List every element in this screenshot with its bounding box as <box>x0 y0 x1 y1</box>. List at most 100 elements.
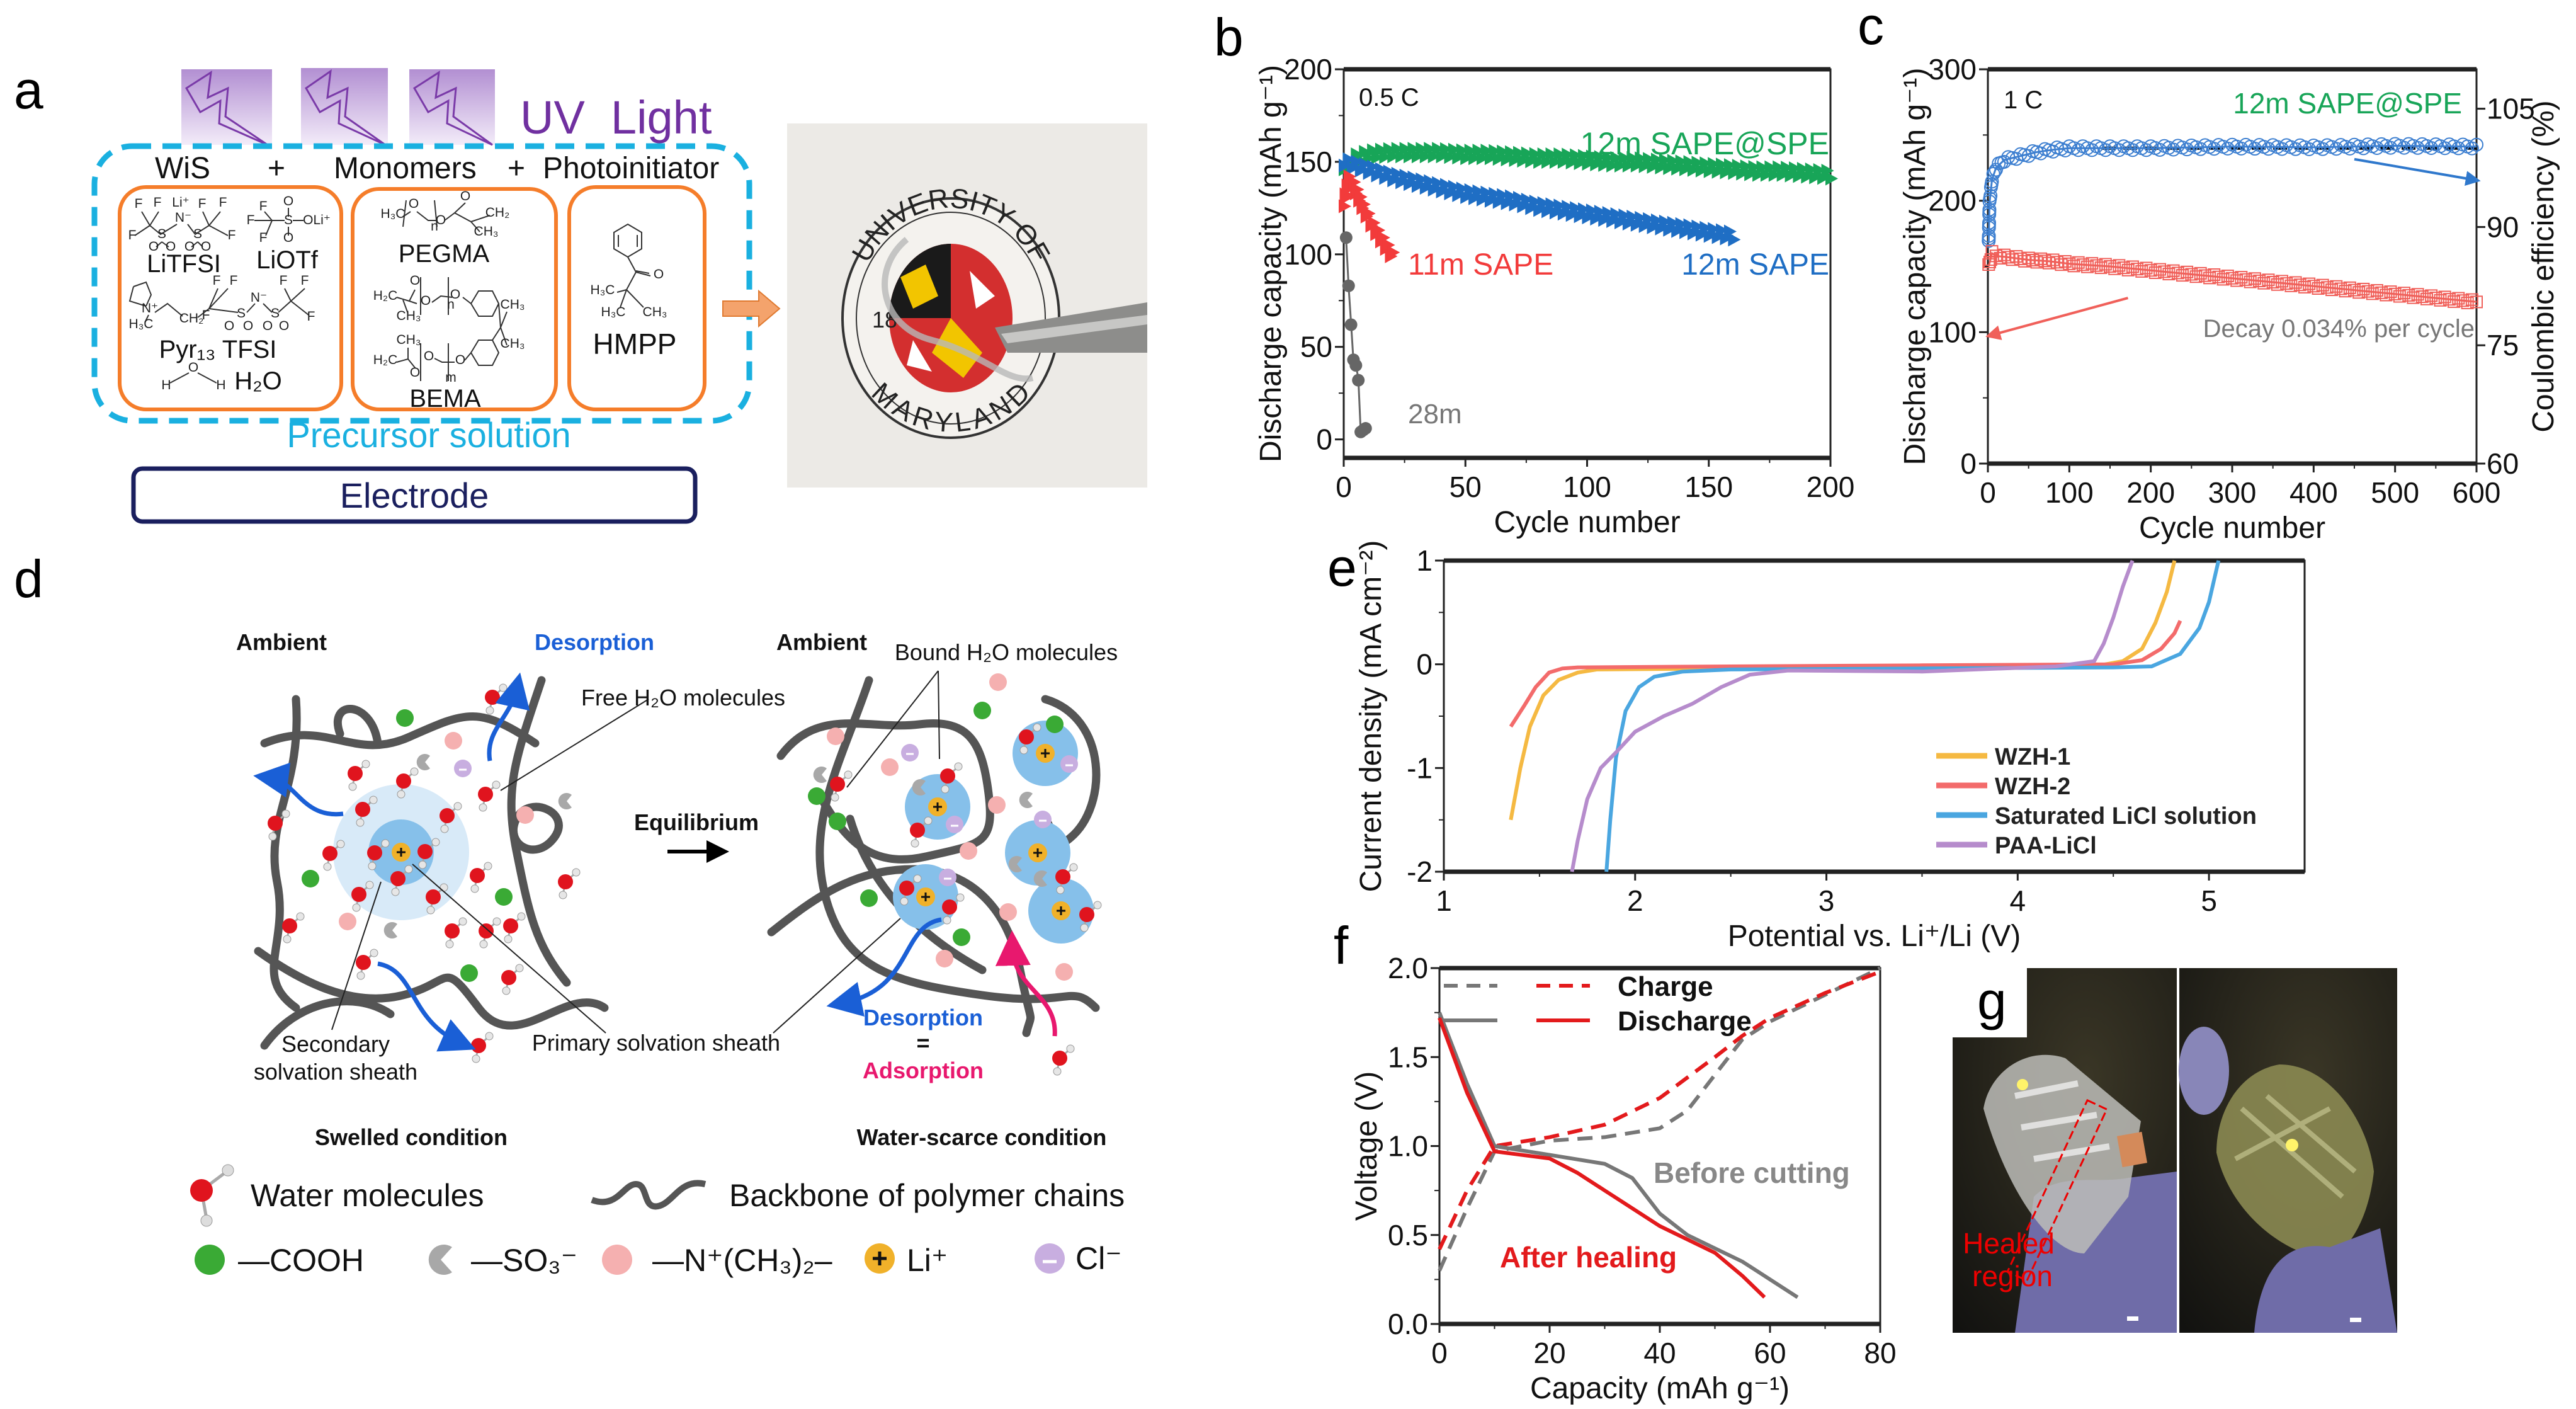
legend: WZH-1 WZH-2 Saturated LiCl solution PAA-LiC… <box>1936 744 2257 859</box>
data-point <box>2014 252 2027 265</box>
series-12m-sape-spe <box>1339 142 1838 186</box>
data-point <box>1659 214 1672 229</box>
data-point <box>1695 163 1708 178</box>
data-point <box>2356 141 2371 156</box>
data-point <box>2415 290 2429 303</box>
data-point <box>1549 155 1562 169</box>
atom-label: CH₃ <box>643 305 667 319</box>
data-point <box>2247 142 2262 156</box>
x-tick-label: 5 <box>2201 884 2217 917</box>
data-point <box>1517 199 1530 214</box>
data-point <box>2058 254 2072 268</box>
atom-label: CH₃ <box>501 336 525 351</box>
data-point <box>2397 140 2412 155</box>
panel-d: d <box>14 549 1125 1278</box>
panel-label-e: e <box>1327 538 1357 597</box>
data-point <box>1618 151 1631 165</box>
data-point <box>1655 221 1668 236</box>
data-point <box>1776 168 1790 182</box>
data-point <box>2325 283 2339 297</box>
x-tick-label: 4 <box>2010 884 2026 917</box>
data-point <box>2234 141 2249 156</box>
water-molecule-icon <box>367 839 390 870</box>
pyr13-tfsi-label: Pyr₁₃ TFSI <box>159 336 277 363</box>
series-discharge-after-healing- <box>1438 1017 1766 1299</box>
data-point <box>2181 265 2194 278</box>
ambient-right-label: Ambient <box>776 629 867 655</box>
atom-label: CH₃ <box>501 297 525 312</box>
data-point <box>1419 181 1433 195</box>
cl-icon <box>454 760 472 777</box>
data-point <box>1383 164 1396 179</box>
data-point <box>2038 254 2051 268</box>
chart-annotation: 12m SAPE@SPE <box>1580 126 1829 161</box>
so3-icon <box>813 767 827 783</box>
x-tick-label: 60 <box>1754 1337 1786 1369</box>
bound-h2o-label: Bound H₂O molecules <box>895 639 1118 665</box>
series-coulombic-efficiency <box>1982 137 2483 248</box>
data-point <box>1987 164 2002 179</box>
atom-label: H <box>216 378 225 392</box>
data-point <box>1679 225 1693 239</box>
data-point <box>1801 169 1814 184</box>
data-point <box>2448 295 2461 308</box>
data-point <box>1602 151 1615 165</box>
data-point <box>1744 167 1757 181</box>
data-point <box>1541 204 1555 219</box>
data-point <box>2063 257 2076 270</box>
panel-label-b: b <box>1214 8 1244 67</box>
data-point <box>1557 155 1570 169</box>
water-molecule-icon <box>282 912 305 944</box>
data-point <box>1610 151 1623 165</box>
data-point <box>1375 162 1388 176</box>
data-point <box>2158 265 2171 278</box>
legend-n-ch3-label: —N⁺(CH₃)₂– <box>652 1243 832 1278</box>
data-point <box>1424 142 1437 156</box>
lightning-icon <box>181 69 272 146</box>
data-point <box>1411 149 1424 164</box>
data-point <box>1671 224 1684 238</box>
data-point <box>1667 154 1680 168</box>
y-tick-label: 0 <box>1960 447 1977 480</box>
data-point <box>1982 202 1997 217</box>
li-ion-icon <box>928 797 947 816</box>
data-point <box>2275 142 2289 156</box>
series-line <box>1987 144 2477 243</box>
equilibrium-label: Equilibrium <box>634 809 759 835</box>
data-point <box>1492 152 1506 166</box>
data-point <box>1367 159 1380 174</box>
cl-icon <box>1060 755 1078 773</box>
atom-label: F <box>213 273 221 288</box>
photo-bent-device <box>2179 968 2397 1333</box>
atom-label: H <box>161 378 171 392</box>
data-point <box>2266 276 2279 289</box>
data-point <box>1427 183 1441 197</box>
data-point <box>1614 158 1628 173</box>
y-tick-label: -1 <box>1407 751 1433 784</box>
data-point <box>2451 141 2466 156</box>
legend-label: PAA-LiCl <box>1995 833 2097 859</box>
data-point <box>2193 142 2208 156</box>
data-point <box>1448 142 1461 157</box>
data-point <box>1659 153 1672 168</box>
n-ch3-icon <box>827 727 844 745</box>
y-tick-label: 0.0 <box>1388 1308 1428 1340</box>
data-point <box>1339 231 1353 244</box>
data-point <box>1574 156 1587 170</box>
data-point <box>1512 145 1526 160</box>
data-point <box>2343 281 2356 294</box>
data-point <box>1480 144 1494 158</box>
electrode-label: Electrode <box>340 476 489 515</box>
precursor-solution-box <box>91 143 752 424</box>
so3-icon <box>1008 856 1022 872</box>
atom-label: O <box>279 319 289 333</box>
data-point <box>1452 188 1465 202</box>
polymer-chains <box>254 676 1101 1050</box>
data-point <box>2443 293 2456 306</box>
x-tick-label: 100 <box>2045 476 2094 509</box>
cooh-icon <box>953 928 970 946</box>
data-point <box>1399 168 1412 183</box>
atom-label: CH₃ <box>397 333 421 347</box>
water-molecule-icon <box>190 1164 234 1227</box>
water-molecule-icon <box>351 881 374 912</box>
